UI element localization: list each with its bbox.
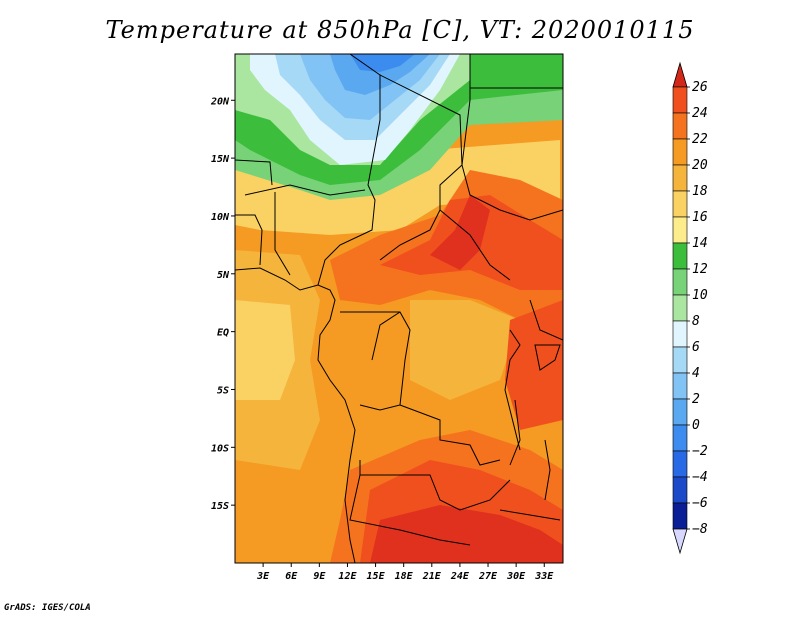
border-gabon-congo: [371, 311, 401, 361]
colorbar-bottom-arrow: [672, 528, 688, 555]
colorbar-label: 6: [692, 340, 700, 355]
lon-tick-label: 3E: [256, 571, 270, 582]
longitude-ticks: 3E 6E 9E 12E 15E 18E 21E 24E 27E 30E 33E: [256, 563, 554, 582]
border-sahel-line: [244, 184, 366, 196]
colorbar-label: 16: [692, 210, 708, 225]
border-mali-burkina: [235, 159, 273, 186]
border-chad-sudan: [379, 74, 463, 261]
colorbar-label: 20: [692, 158, 708, 173]
east-africa-hot-patch: [505, 300, 563, 430]
lon-tick-label: 6E: [285, 571, 298, 582]
colorbar-swatch: [672, 86, 688, 114]
colorbar-swatch: [672, 268, 688, 296]
lon-tick-label: 12E: [338, 571, 357, 582]
colorbar-label: −4: [692, 470, 708, 485]
border-cameroon-congo: [340, 311, 411, 361]
colorbar-swatch: [672, 398, 688, 426]
colorbar-label: 18: [692, 184, 708, 199]
lon-tick-label: 21E: [422, 571, 442, 582]
colorbar-label: 0: [692, 418, 700, 433]
south-atlantic-region: [235, 460, 330, 563]
colorbar-label: 22: [692, 132, 708, 147]
lon-tick-label: 24E: [450, 571, 470, 582]
lake-malawi: [544, 439, 551, 501]
colorbar-swatch: [672, 164, 688, 192]
lon-tick-label: 18E: [395, 571, 414, 582]
border-niger-chad-nigeria: [317, 54, 381, 286]
temperature-field: [235, 54, 563, 563]
colorbar-swatch: [672, 372, 688, 400]
colorbar-label: −2: [692, 444, 708, 459]
country-borders: [235, 54, 563, 563]
border-libya-egypt: [461, 54, 471, 166]
map-frame: [234, 53, 564, 564]
lat-tick-label: 10N: [211, 212, 230, 223]
colorbar-label: 24: [692, 106, 708, 121]
border-uganda-kenya: [529, 299, 563, 341]
colorbar-label: 8: [692, 314, 700, 329]
colorbar-swatch: [672, 190, 688, 218]
colorbar-label: 4: [692, 366, 700, 381]
colorbar-swatch: [672, 242, 688, 270]
border-great-lakes: [504, 329, 521, 451]
southern-hot-core: [370, 505, 563, 563]
border-namibia: [349, 474, 471, 546]
central-hot-core: [430, 195, 490, 270]
colorbar-label: 14: [692, 236, 708, 251]
chart-title: Temperature at 850hPa [C], VT: 202001011…: [105, 16, 695, 44]
border-sudan-south: [461, 164, 563, 221]
colorbar-swatch: [672, 112, 688, 140]
lon-tick-label: 15E: [367, 571, 386, 582]
gulf-of-guinea-patch: [235, 300, 295, 400]
lon-tick-label: 27E: [478, 571, 498, 582]
cold-pool-deepest: [350, 54, 415, 72]
border-angola-drc: [399, 404, 501, 466]
congo-basin-patch: [410, 300, 520, 400]
colorbar-swatch: [672, 138, 688, 166]
colorbar-label: −6: [692, 496, 708, 511]
colorbar-swatch: [672, 450, 688, 478]
lat-tick-label: 10S: [211, 443, 229, 454]
colorbar-swatch: [672, 320, 688, 348]
colorbar-label: 26: [692, 80, 708, 95]
colorbar-swatch: [672, 502, 688, 530]
border-zimbabwe: [499, 509, 561, 521]
lat-tick-label: 20N: [210, 96, 230, 107]
border-congo-drc-south: [359, 359, 406, 411]
colorbar-label: 10: [692, 288, 708, 303]
border-ghana-togo: [235, 214, 263, 266]
lon-tick-label: 30E: [506, 571, 526, 582]
border-benin: [274, 192, 291, 276]
lat-tick-label: 5S: [217, 385, 229, 396]
colorbar-swatch: [672, 346, 688, 374]
border-car-drc: [439, 209, 511, 281]
colorbar-swatch: [672, 424, 688, 452]
lake-tanganyika: [509, 399, 521, 466]
colorbar-label: −8: [692, 522, 708, 537]
lat-tick-label: 15N: [211, 154, 230, 165]
credit-text: GrADS: IGES/COLA: [4, 603, 91, 613]
colorbar-label: 2: [692, 392, 700, 407]
lat-tick-label: 15S: [211, 501, 229, 512]
lake-victoria: [534, 344, 561, 371]
lat-tick-label: 5N: [217, 270, 230, 281]
lon-tick-label: 9E: [313, 571, 326, 582]
african-coastline: [235, 267, 356, 563]
lon-tick-label: 33E: [534, 571, 554, 582]
colorbar-swatch: [672, 216, 688, 244]
colorbar-swatch: [672, 294, 688, 322]
colorbar-swatch: [672, 476, 688, 504]
latitude-ticks: 20N 15N 10N 5N EQ 5S 10S 15S: [210, 96, 235, 512]
colorbar-top-arrow: [672, 61, 688, 88]
lat-tick-label: EQ: [217, 328, 229, 339]
colorbar-label: 12: [692, 262, 708, 277]
